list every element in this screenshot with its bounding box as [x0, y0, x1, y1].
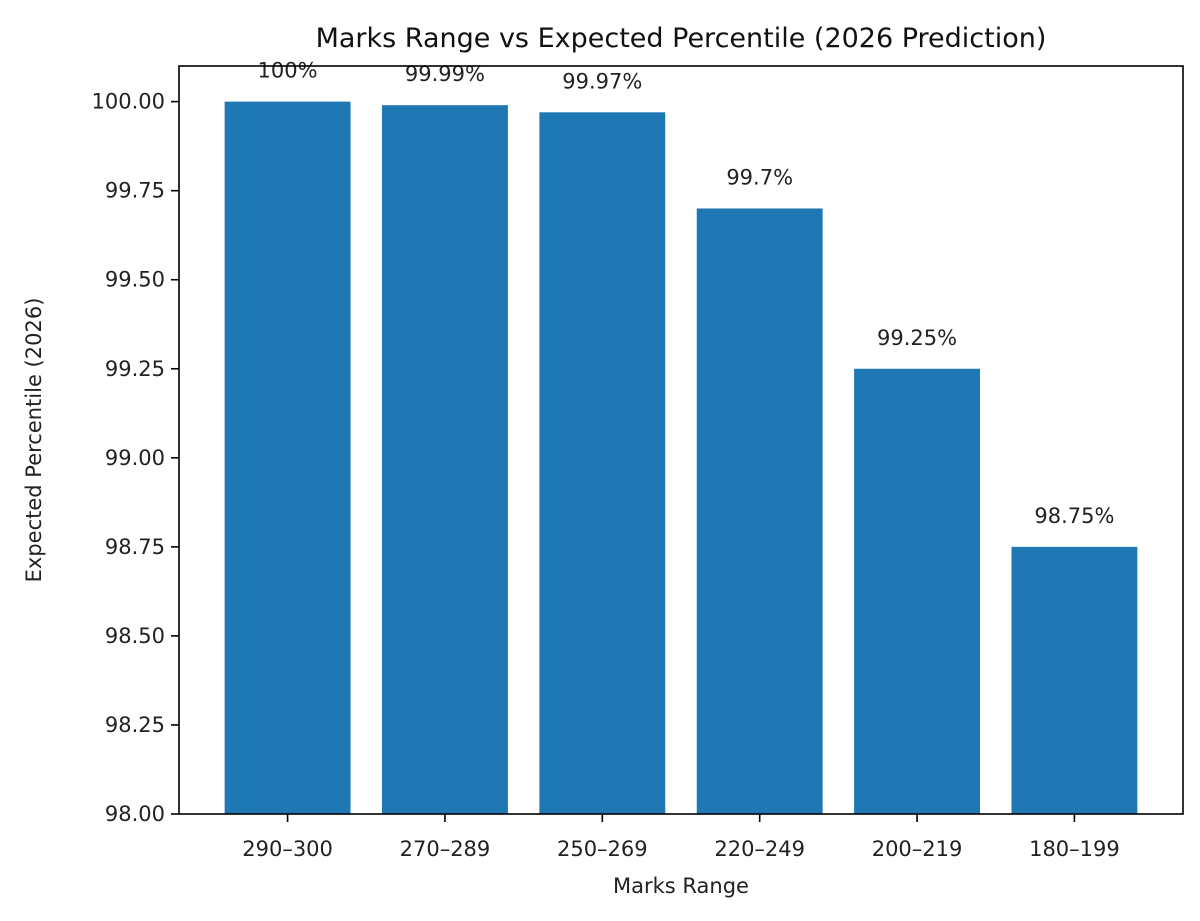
chart-title: Marks Range vs Expected Percentile (2026…	[316, 23, 1047, 54]
x-tick-label: 200–219	[872, 837, 963, 861]
bar	[696, 208, 823, 814]
x-tick-label: 270–289	[400, 837, 491, 861]
bar-data-label: 98.75%	[1034, 504, 1114, 528]
bar	[854, 368, 980, 814]
bar	[1011, 546, 1138, 814]
y-tick-label: 98.75	[105, 535, 165, 559]
x-tick-label: 250–269	[557, 837, 648, 861]
bar	[382, 105, 508, 814]
plot-frame	[178, 65, 1184, 815]
y-tick-label: 99.50	[105, 268, 165, 292]
bar-data-label: 99.7%	[726, 165, 793, 189]
y-tick-label: 98.00	[105, 802, 165, 826]
x-axis-label: Marks Range	[613, 874, 749, 898]
x-tick-label: 220–249	[714, 837, 805, 861]
bar	[539, 112, 666, 815]
y-tick-label: 99.00	[105, 446, 165, 470]
y-tick-label: 98.50	[105, 624, 165, 648]
bar-data-label: 100%	[258, 59, 318, 83]
y-tick-label: 100.00	[92, 90, 165, 114]
y-tick-label: 99.75	[105, 179, 165, 203]
bar-data-label: 99.97%	[562, 69, 642, 93]
y-axis-label: Expected Percentile (2026)	[22, 298, 46, 583]
x-tick-label: 180–199	[1029, 837, 1120, 861]
bar	[224, 101, 351, 815]
bar-data-label: 99.25%	[877, 326, 957, 350]
y-tick-label: 98.25	[105, 713, 165, 737]
x-tick-label: 290–300	[242, 837, 333, 861]
y-tick-label: 99.25	[105, 357, 165, 381]
